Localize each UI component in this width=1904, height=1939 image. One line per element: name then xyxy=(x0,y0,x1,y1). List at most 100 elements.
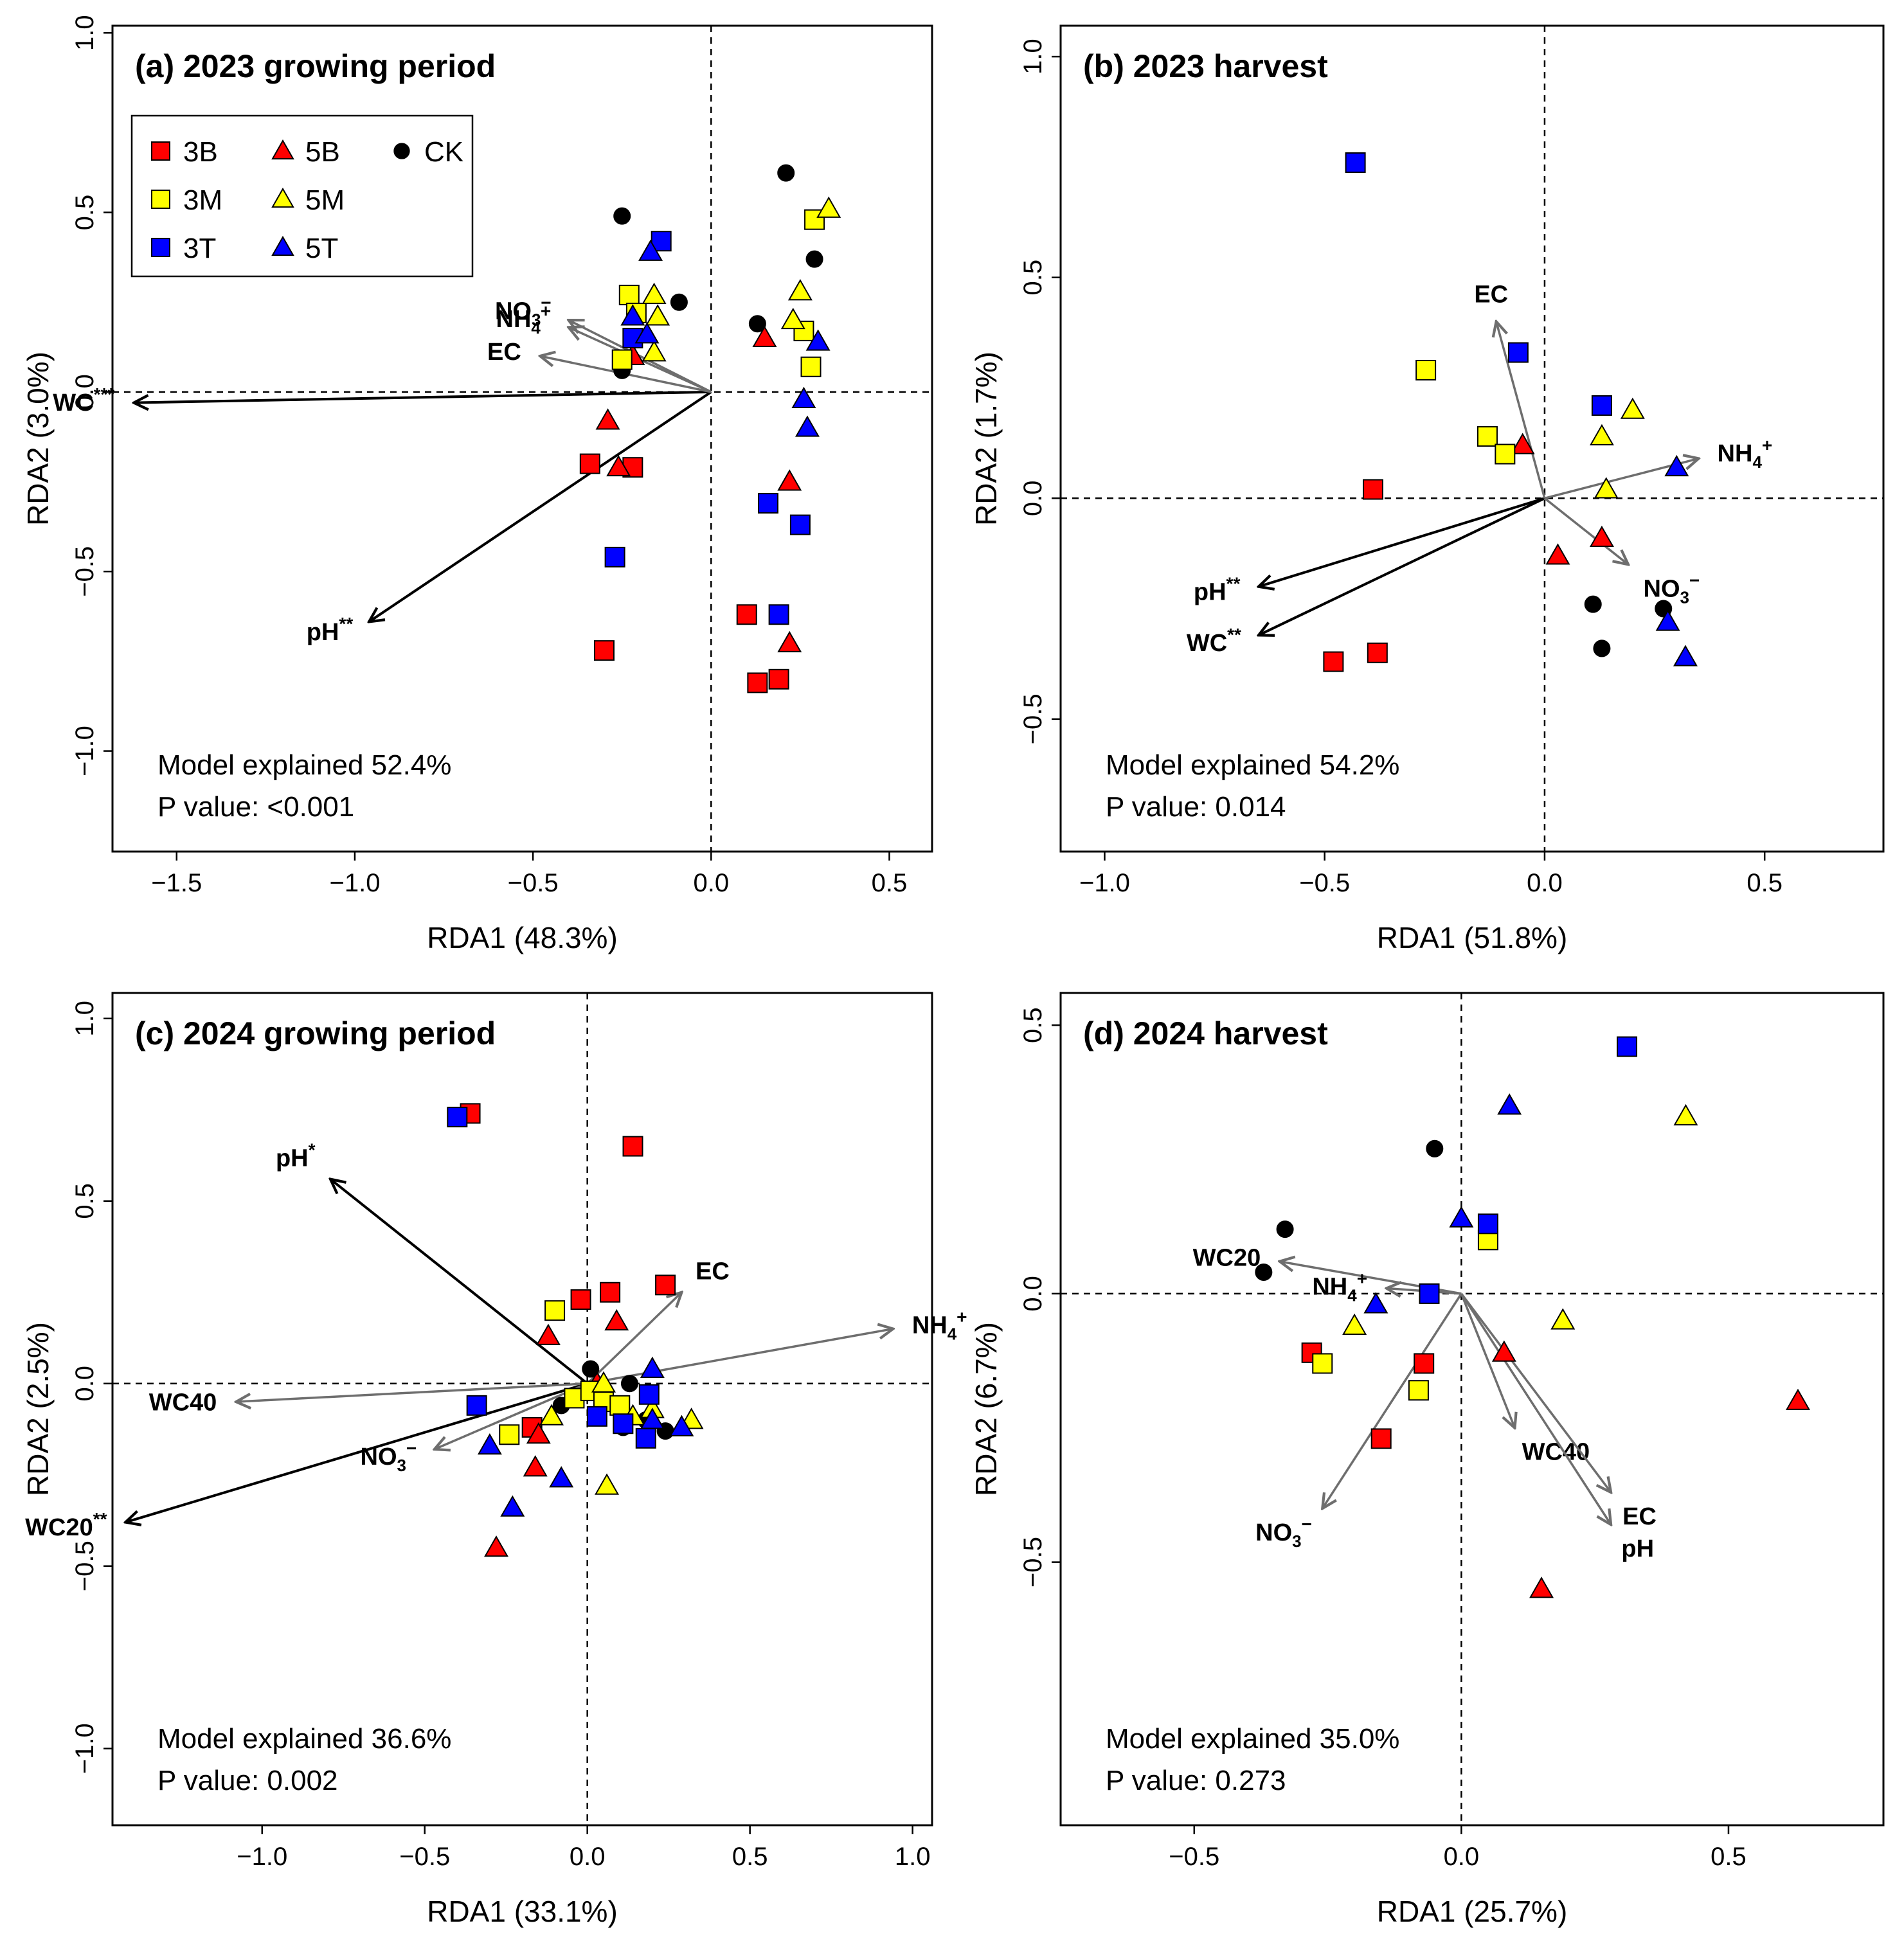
panel-c-point-3m-1 xyxy=(499,1424,520,1445)
panel-c-xtick-label-2: 0.0 xyxy=(570,1843,606,1871)
panel-c-point-3t-2 xyxy=(586,1406,607,1427)
panel-a-point-5m-4 xyxy=(787,279,813,301)
panel-a-ytick-label-0: −1.0 xyxy=(71,726,99,776)
panel-c-vector-wc20-label-base: WC20 xyxy=(25,1514,93,1541)
panel-b-xtick-label-3: 0.5 xyxy=(1747,869,1783,897)
panel-d: −0.5 0.0 0.5 −0.5 0.0 0.5 RDA1 (25.7%) RDA2 (6.… xyxy=(969,992,1885,1928)
panel-b-ytick-label-0: −0.5 xyxy=(1019,693,1047,744)
panel-c-vector-ph-label-sup: * xyxy=(309,1140,316,1160)
panel-d-point-5t-0 xyxy=(1497,1093,1522,1115)
panel-a-point-5t-4 xyxy=(791,386,816,408)
legend-marker-3b xyxy=(151,141,170,161)
legend-label-3m: 3M xyxy=(183,184,222,216)
panel-c-point-5t-1 xyxy=(500,1495,525,1517)
panel-c-point-3t-5 xyxy=(638,1384,660,1405)
panel-c-point-3b-4 xyxy=(655,1274,676,1296)
panel-a-xtick-label-0: −1.5 xyxy=(151,869,202,897)
panel-d-point-3t-0 xyxy=(1617,1036,1638,1057)
panel-a-point-5t-3 xyxy=(805,329,831,351)
panel-c-point-3t-3 xyxy=(613,1413,634,1434)
legend-label-3b: 3B xyxy=(183,136,218,168)
panel-b-point-3b-1 xyxy=(1323,651,1344,672)
legend: 3B 5B CK 3M 5M 3T 5T xyxy=(130,114,474,278)
panel-a-ytick-label-2: 0.0 xyxy=(71,374,99,410)
panel-c-vector-wc40 xyxy=(236,1382,588,1402)
panel-a-point-3b-2 xyxy=(594,640,615,661)
panel-b-point-5t-1 xyxy=(1655,609,1680,631)
panel-a-vector-wc-label-base: WC xyxy=(53,389,93,416)
panel-a-vector-no3-label-sup: − xyxy=(541,293,551,313)
panel-c-point-3t-4 xyxy=(635,1427,656,1449)
panel-b-point-3m-0 xyxy=(1415,359,1437,380)
panel-d-vector-no3-label-sub: 3 xyxy=(1292,1532,1301,1551)
panel-b-vector-nh4-label-sup: + xyxy=(1762,435,1772,455)
panel-b-point-3b-0 xyxy=(1362,479,1383,500)
panel-b-vector-no3-label-sup: − xyxy=(1689,570,1700,590)
panel-c-vector-nh4-label: NH4+ xyxy=(912,1307,967,1343)
panel-d-point-5b-2 xyxy=(1529,1577,1554,1598)
panel-c-xtick-label-4: 1.0 xyxy=(895,1843,931,1871)
panel-a-point-5m-3 xyxy=(816,196,841,218)
panel-d-point-5m-1 xyxy=(1550,1308,1576,1330)
panel-b-vector-no3 xyxy=(1543,497,1628,564)
panel-c-point-5t-2 xyxy=(549,1466,574,1488)
panel-a-model-text: Model explained 52.4% xyxy=(157,749,451,781)
panel-c-point-5m-2 xyxy=(595,1473,620,1495)
legend-marker-ck xyxy=(393,143,410,159)
legend-box xyxy=(130,114,474,278)
panel-a-vector-ph-label: pH** xyxy=(307,614,354,646)
panel-c-point-5m-0 xyxy=(539,1404,564,1425)
panel-c-point-3t-0 xyxy=(447,1107,468,1128)
panel-d-point-3b-2 xyxy=(1370,1428,1392,1449)
panel-d-xtick-label-0: −0.5 xyxy=(1169,1843,1219,1871)
panel-d-point-3t-2 xyxy=(1419,1283,1440,1304)
panel-a-point-5m-0 xyxy=(642,282,667,304)
panel-a-vector-ph-label-sup: ** xyxy=(339,614,353,634)
panel-a-frame xyxy=(111,24,933,853)
panel-c-xtick-label-3: 0.5 xyxy=(732,1843,768,1871)
panel-c-point-5b-3 xyxy=(523,1455,548,1477)
panel-a-point-ck-1 xyxy=(670,293,688,311)
panel-d-vector-nh4-label-base: NH xyxy=(1312,1273,1347,1300)
panel-c-point-3t-1 xyxy=(466,1395,487,1416)
legend-marker-3m xyxy=(151,190,170,209)
panel-d-point-ck-0 xyxy=(1276,1220,1294,1238)
panels: −1.5 −1.0 −0.5 0.0 0.5 −1.0 −0.5 0.0 0.5 1.0 RDA1 … xyxy=(21,15,1885,1928)
panel-d-model-text: Model explained 35.0% xyxy=(1106,1723,1399,1755)
panel-a-vector-ec-label-base: EC xyxy=(487,339,521,366)
panel-c-ytick-label-1: −0.5 xyxy=(71,1541,99,1591)
panel-c-point-5t-5 xyxy=(640,1407,665,1429)
panel-a-point-5t-1 xyxy=(620,304,645,326)
legend-label-5t: 5T xyxy=(305,233,338,264)
panel-a-point-3m-5 xyxy=(800,356,822,377)
panel-a-vector-ec-label: EC xyxy=(487,339,521,366)
panel-c-point-3b-2 xyxy=(570,1289,591,1310)
panel-c-vector-no3-label-sub: 3 xyxy=(397,1456,406,1475)
panel-b-point-3t-2 xyxy=(1591,395,1612,416)
panel-b-p-text: P value: 0.014 xyxy=(1106,791,1286,823)
panel-b-vector-nh4-label-sub: 4 xyxy=(1752,452,1762,472)
panel-d-point-5b-0 xyxy=(1491,1340,1516,1362)
panel-a-point-3t-5 xyxy=(768,604,789,625)
legend-marker-5t xyxy=(271,235,294,256)
panel-c-ytick-label-0: −1.0 xyxy=(71,1723,99,1774)
panel-a-point-ck-2 xyxy=(777,164,795,182)
panel-d-p-text: P value: 0.273 xyxy=(1106,1765,1286,1796)
panel-b-vector-ec xyxy=(1496,321,1546,499)
panel-a-point-5m-5 xyxy=(780,307,805,330)
panel-d-vector-ec-label: EC xyxy=(1622,1503,1657,1530)
panel-d-point-3m-0 xyxy=(1312,1353,1333,1374)
panel-d-vector-wc40 xyxy=(1460,1293,1514,1428)
panel-a-point-3t-2 xyxy=(604,546,625,567)
panel-c-vector-wc20 xyxy=(125,1382,588,1523)
legend-label-ck: CK xyxy=(424,136,463,168)
panel-d-frame xyxy=(1059,992,1885,1827)
panel-d-vector-ec xyxy=(1460,1292,1611,1492)
panel-c-vector-nh4 xyxy=(587,1329,894,1385)
panel-c-point-5t-4 xyxy=(669,1415,694,1436)
panel-a-xlabel: RDA1 (48.3%) xyxy=(427,921,618,954)
panel-b-point-5b-0 xyxy=(1510,433,1535,454)
panel-b-xtick-label-2: 0.0 xyxy=(1527,869,1563,897)
panel-c-frame xyxy=(111,992,933,1827)
